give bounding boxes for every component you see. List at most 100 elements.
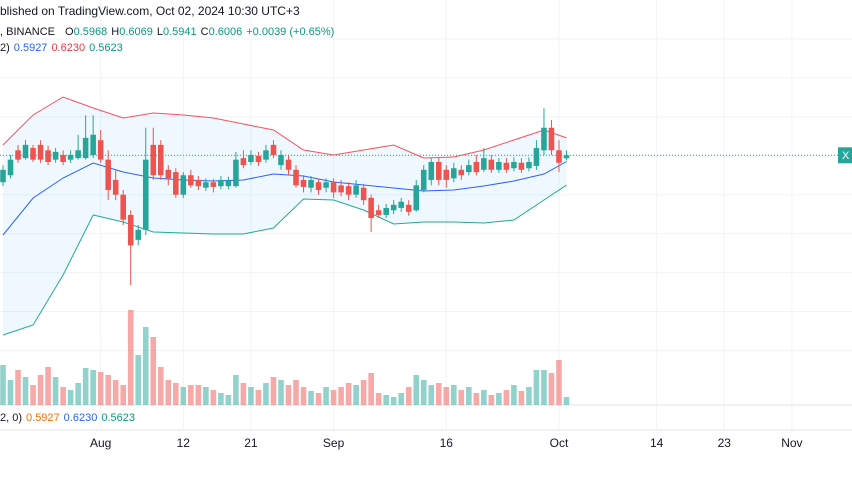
candle-body bbox=[338, 185, 344, 193]
bb-prefix: 2) bbox=[0, 42, 10, 54]
volume-bar bbox=[218, 393, 224, 405]
candle-body bbox=[451, 168, 457, 179]
candle-body bbox=[45, 150, 51, 162]
volume-bar bbox=[458, 390, 465, 405]
volume-bar bbox=[466, 387, 472, 405]
volume-bar bbox=[225, 395, 232, 405]
candle-body bbox=[135, 229, 142, 240]
volume-bar bbox=[563, 397, 570, 405]
candle-body bbox=[353, 185, 359, 195]
volume-bar bbox=[142, 327, 149, 405]
candle-body bbox=[90, 134, 96, 155]
volume-bar bbox=[30, 385, 36, 405]
volume-bar bbox=[315, 393, 322, 405]
x-tick-label: 14 bbox=[650, 436, 664, 450]
candle-body bbox=[420, 169, 427, 191]
candle-body bbox=[443, 169, 450, 180]
candle-body bbox=[518, 162, 525, 170]
bb-legend: 2) 0.5927 0.6230 0.5623 bbox=[0, 42, 127, 54]
volume-bar bbox=[173, 383, 179, 405]
candle-body bbox=[458, 169, 465, 176]
volume-bar bbox=[45, 367, 51, 405]
lower-upper: 0.6230 bbox=[63, 412, 98, 424]
volume-bar bbox=[330, 390, 337, 405]
volume-bar bbox=[413, 375, 420, 405]
x-tick-label: Sep bbox=[323, 436, 345, 450]
volume-bar bbox=[345, 383, 352, 405]
candle-body bbox=[97, 140, 104, 160]
volume-bar bbox=[390, 397, 397, 405]
candle-body bbox=[112, 179, 119, 195]
volume-bar bbox=[473, 393, 480, 405]
volume-bar bbox=[420, 380, 427, 405]
candle-body bbox=[278, 154, 284, 166]
candle-body bbox=[157, 144, 164, 176]
candle-body bbox=[466, 165, 472, 173]
volume-bar bbox=[428, 385, 435, 405]
x-tick-label: 23 bbox=[718, 436, 732, 450]
volume-bar bbox=[97, 372, 104, 405]
candle-body bbox=[22, 144, 29, 159]
candle-body bbox=[315, 182, 322, 191]
volume-bar bbox=[278, 380, 284, 405]
candle-body bbox=[360, 187, 367, 201]
candle-body bbox=[488, 159, 495, 170]
x-tick-label: 16 bbox=[440, 436, 454, 450]
candle-body bbox=[413, 185, 420, 211]
candle-body bbox=[526, 162, 532, 169]
volume-bar bbox=[541, 370, 547, 405]
candle-body bbox=[210, 182, 217, 187]
volume-bar bbox=[556, 360, 562, 405]
volume-bar bbox=[526, 387, 532, 405]
volume-bar bbox=[210, 390, 217, 405]
candle-body bbox=[173, 172, 179, 195]
candle-body bbox=[270, 144, 277, 155]
volume-bar bbox=[233, 375, 239, 405]
candle-body bbox=[308, 179, 314, 188]
lower-lower: 0.5623 bbox=[101, 412, 135, 424]
volume-bar bbox=[285, 385, 292, 405]
candle-body bbox=[556, 150, 562, 163]
candle-body bbox=[533, 147, 540, 166]
candle-body bbox=[405, 204, 412, 212]
volume-bar bbox=[90, 370, 96, 405]
volume-bar bbox=[248, 387, 254, 405]
volume-bar bbox=[127, 310, 134, 405]
candle-body bbox=[383, 207, 389, 215]
candle-body bbox=[541, 127, 547, 151]
candle-body bbox=[52, 151, 59, 160]
x-tick-label: 12 bbox=[177, 436, 191, 450]
volume-bar bbox=[338, 387, 344, 405]
candle-body bbox=[120, 194, 126, 220]
volume-bar bbox=[165, 380, 172, 405]
candle-body bbox=[165, 169, 172, 179]
candle-body bbox=[150, 144, 157, 176]
candle-body bbox=[548, 127, 555, 151]
open-value: 0.5968 bbox=[73, 26, 108, 38]
volume-bar bbox=[150, 337, 157, 405]
x-tick-label: Aug bbox=[90, 436, 111, 450]
candle-body bbox=[300, 179, 307, 187]
lower-middle: 0.5927 bbox=[26, 412, 60, 424]
candle-body bbox=[0, 169, 6, 183]
volume-bar bbox=[180, 387, 187, 405]
volume-bar bbox=[0, 365, 6, 405]
candle-body bbox=[67, 154, 74, 160]
candle-body bbox=[255, 155, 262, 162]
low-value: 0.5941 bbox=[162, 26, 197, 38]
volume-bar bbox=[15, 370, 21, 405]
x-tick-label: 21 bbox=[244, 436, 258, 450]
volume-bar bbox=[75, 383, 81, 405]
volume-bar bbox=[398, 393, 405, 405]
candle-body bbox=[218, 179, 224, 187]
volume-bar bbox=[511, 385, 517, 405]
volume-bar bbox=[82, 368, 89, 405]
volume-bar bbox=[518, 391, 525, 405]
volume-bar bbox=[481, 390, 487, 405]
candle-body bbox=[375, 210, 382, 215]
high-value: 0.6069 bbox=[119, 26, 153, 38]
candle-body bbox=[75, 150, 81, 159]
price-label-box bbox=[838, 147, 852, 164]
